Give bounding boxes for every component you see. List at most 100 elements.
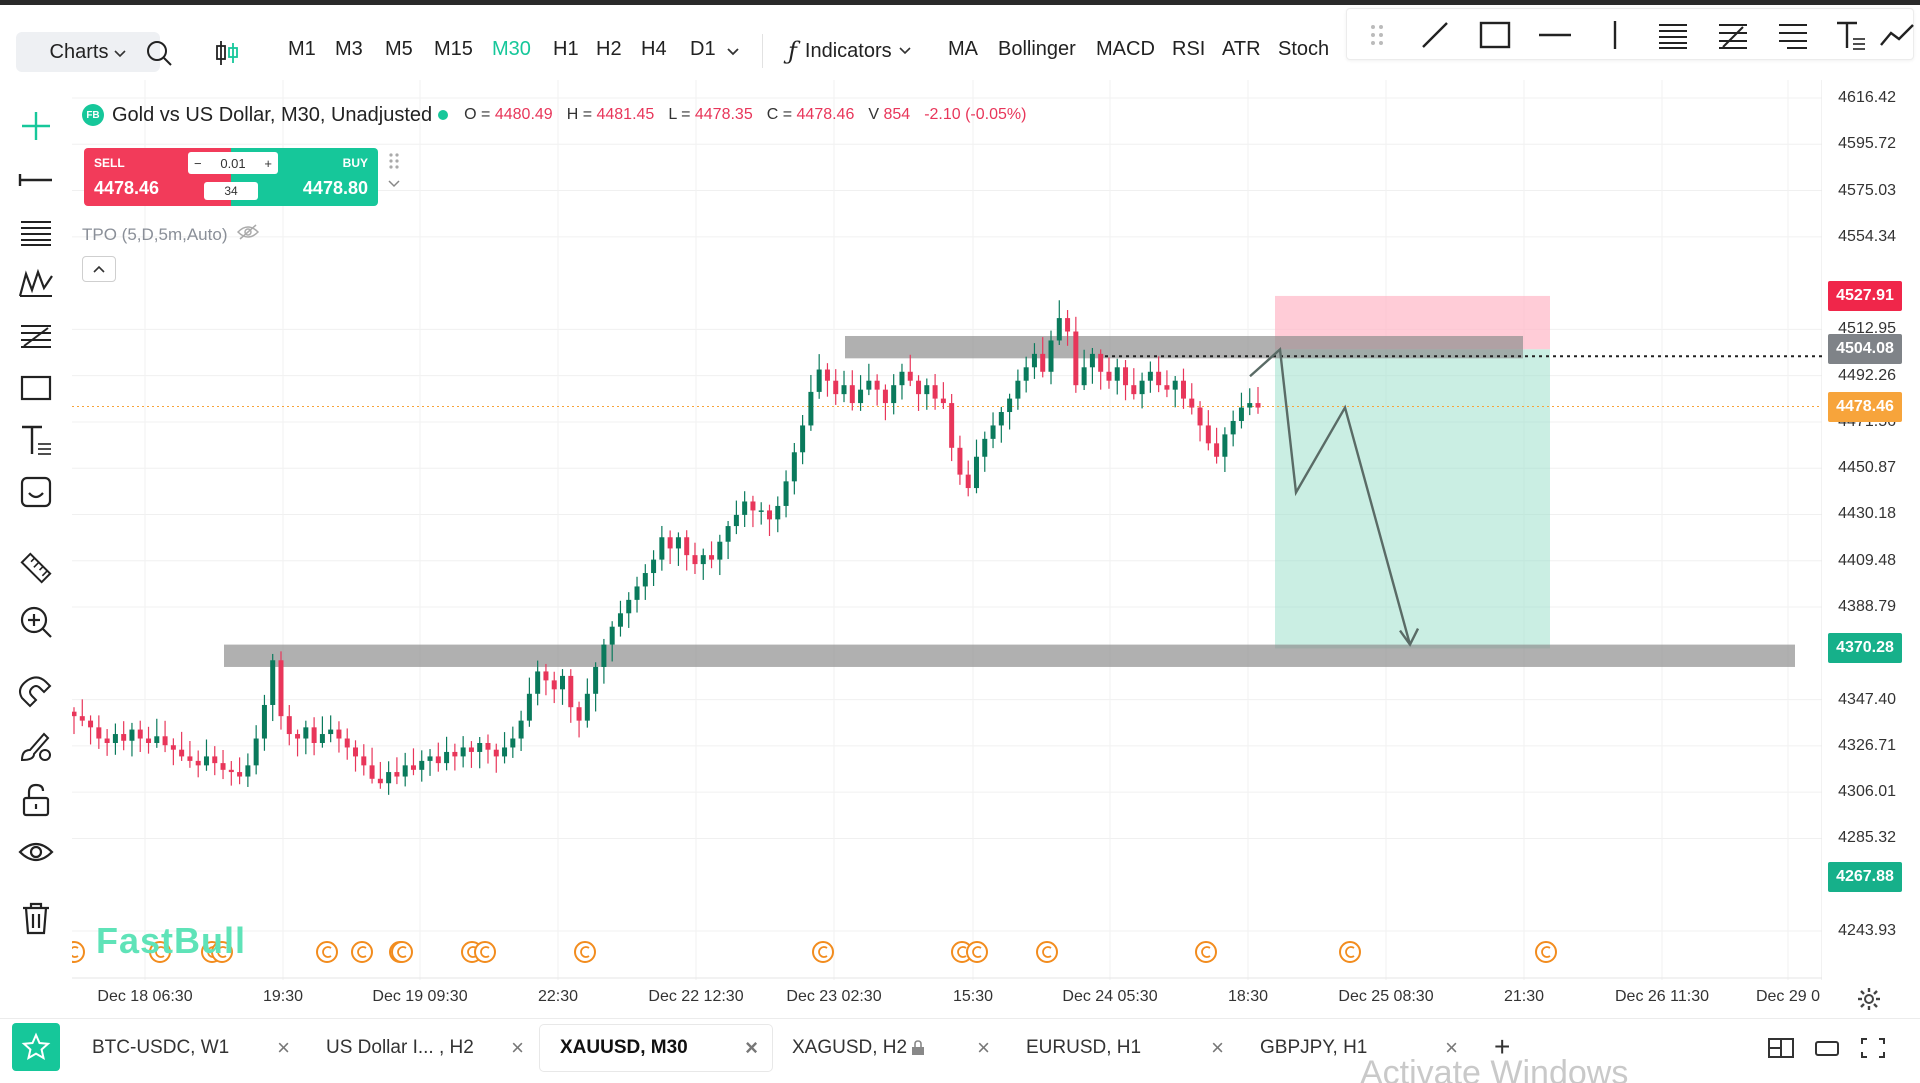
- ohlc-high-key: H =: [566, 106, 593, 123]
- symbol-tab[interactable]: US Dollar I... , H2 ×: [306, 1025, 538, 1071]
- candle-body: [609, 626, 615, 645]
- pattern-tool-icon[interactable]: [18, 266, 54, 302]
- line-tool-icon[interactable]: [18, 162, 54, 198]
- quantity-stepper[interactable]: − 0.01 +: [188, 152, 278, 174]
- search-icon[interactable]: [144, 38, 174, 68]
- indicator-atr[interactable]: ATR: [1222, 38, 1261, 60]
- crosshair-plus-icon[interactable]: [18, 108, 54, 144]
- timeframe-d1[interactable]: D1: [690, 38, 716, 60]
- candle-body: [220, 763, 226, 770]
- close-tab-icon[interactable]: ×: [1211, 1035, 1224, 1060]
- candlestick-type-icon[interactable]: [212, 38, 242, 68]
- tpo-indicator-label[interactable]: TPO (5,D,5m,Auto): [82, 224, 260, 245]
- collapse-indicators-button[interactable]: [82, 256, 116, 282]
- indicator-ma[interactable]: MA: [948, 38, 978, 60]
- indicator-macd[interactable]: MACD: [1096, 38, 1155, 60]
- lock-icon[interactable]: [18, 782, 54, 818]
- layout-split-icon[interactable]: [1766, 1035, 1796, 1061]
- timeframe-h4[interactable]: H4: [641, 38, 667, 60]
- layout-single-icon[interactable]: [1812, 1035, 1842, 1061]
- timeframe-m30[interactable]: M30: [492, 38, 531, 60]
- chevron-down-icon[interactable]: [388, 179, 400, 189]
- candle-body: [1247, 403, 1253, 408]
- charts-menu-button[interactable]: Charts: [16, 32, 160, 72]
- candle-body: [907, 371, 913, 381]
- text-tool-icon[interactable]: [18, 422, 54, 458]
- text-tool-icon[interactable]: [1833, 19, 1869, 51]
- price-chart[interactable]: [72, 80, 1822, 1010]
- symbol-tab[interactable]: XAUUSD, M30 ×: [540, 1025, 772, 1071]
- timeframe-m5[interactable]: M5: [385, 38, 413, 60]
- fullscreen-icon[interactable]: [1858, 1035, 1888, 1061]
- timeframe-more-chevron-icon[interactable]: [726, 44, 740, 62]
- fib-retracement-icon[interactable]: [1715, 19, 1751, 51]
- watchlist-star-button[interactable]: [12, 1023, 60, 1071]
- chevron-down-icon: [114, 41, 127, 64]
- trade-panel-drag-handle-icon[interactable]: [384, 152, 404, 202]
- quantity-value[interactable]: 0.01: [220, 155, 246, 171]
- time-axis-label: 19:30: [262, 988, 304, 1005]
- parallel-channel-icon[interactable]: [1655, 19, 1691, 51]
- fib-tool-icon[interactable]: [18, 318, 54, 354]
- event-marker-icon: [316, 941, 338, 963]
- increase-quantity-button[interactable]: +: [264, 155, 272, 171]
- price-axis[interactable]: 4616.42 4595.72 4575.03 4554.34 4512.95 4492.…: [1822, 80, 1920, 970]
- time-axis[interactable]: Dec 18 06:30 19:30 Dec 19 09:30 22:30 Dec 22…: [72, 978, 1822, 1018]
- candle-body: [1089, 353, 1095, 368]
- trend-line-icon[interactable]: [1417, 19, 1453, 51]
- candle-body: [1139, 380, 1145, 395]
- indicators-button[interactable]: ƒ Indicators: [788, 36, 912, 66]
- candle-body: [982, 438, 988, 457]
- emoji-sticker-icon[interactable]: [18, 474, 54, 510]
- event-marker-icon: [72, 941, 85, 963]
- candle-body: [1197, 407, 1203, 426]
- close-tab-icon[interactable]: ×: [745, 1035, 758, 1060]
- horizontal-line-icon[interactable]: [1537, 19, 1573, 51]
- time-axis-label: Dec 29 0: [1755, 988, 1821, 1005]
- timeframe-m1[interactable]: M1: [288, 38, 316, 60]
- candle-body: [477, 742, 483, 752]
- channel-tool-icon[interactable]: [18, 214, 54, 250]
- chart-settings-gear-icon[interactable]: [1856, 986, 1882, 1012]
- indicator-stoch[interactable]: Stoch: [1278, 38, 1330, 60]
- symbol-tab[interactable]: EURUSD, H1 ×: [1006, 1025, 1238, 1071]
- rectangle-tool-icon[interactable]: [18, 370, 54, 406]
- add-tab-button[interactable]: +: [1494, 1031, 1511, 1062]
- close-tab-icon[interactable]: ×: [1445, 1035, 1458, 1060]
- eye-visibility-icon[interactable]: [18, 834, 54, 870]
- timeframe-h2[interactable]: H2: [596, 38, 622, 60]
- brush-settings-icon[interactable]: [18, 728, 54, 764]
- indicator-rsi[interactable]: RSI: [1172, 38, 1206, 60]
- symbol-tab[interactable]: BTC-USDC, W1 ×: [72, 1025, 304, 1071]
- pitchfork-icon[interactable]: [1775, 19, 1811, 51]
- chevron-up-icon: [93, 265, 105, 273]
- star-icon: [21, 1032, 51, 1061]
- eye-hidden-icon[interactable]: [237, 224, 260, 245]
- timeframe-h1[interactable]: H1: [553, 38, 579, 60]
- candle-body: [353, 747, 359, 757]
- candle-body: [874, 380, 880, 390]
- decrease-quantity-button[interactable]: −: [194, 155, 202, 171]
- candle-body: [535, 671, 541, 694]
- zoom-in-icon[interactable]: [18, 604, 54, 640]
- vertical-line-icon[interactable]: [1597, 19, 1633, 51]
- timeframe-m3[interactable]: M3: [335, 38, 363, 60]
- symbol-title[interactable]: Gold vs US Dollar, M30, Unadjusted: [112, 103, 433, 126]
- rectangle-icon[interactable]: [1477, 19, 1513, 51]
- drag-handle-icon[interactable]: [1359, 19, 1395, 51]
- magnet-icon[interactable]: [18, 674, 54, 710]
- symbol-tab[interactable]: XAGUSD, H2 ×: [772, 1025, 1004, 1071]
- close-tab-icon[interactable]: ×: [977, 1035, 990, 1060]
- candle-body: [1015, 380, 1021, 399]
- candle-body: [1023, 367, 1029, 381]
- path-tool-icon[interactable]: [1879, 19, 1915, 51]
- chart-canvas[interactable]: [72, 80, 1822, 1010]
- indicator-bollinger[interactable]: Bollinger: [998, 38, 1076, 60]
- trash-icon[interactable]: [18, 900, 54, 936]
- timeframe-m15[interactable]: M15: [434, 38, 473, 60]
- candle-body: [824, 369, 830, 381]
- close-tab-icon[interactable]: ×: [277, 1035, 290, 1060]
- close-tab-icon[interactable]: ×: [511, 1035, 524, 1060]
- symbol-tab[interactable]: GBPJPY, H1 ×: [1240, 1025, 1472, 1071]
- ruler-icon[interactable]: [18, 550, 54, 586]
